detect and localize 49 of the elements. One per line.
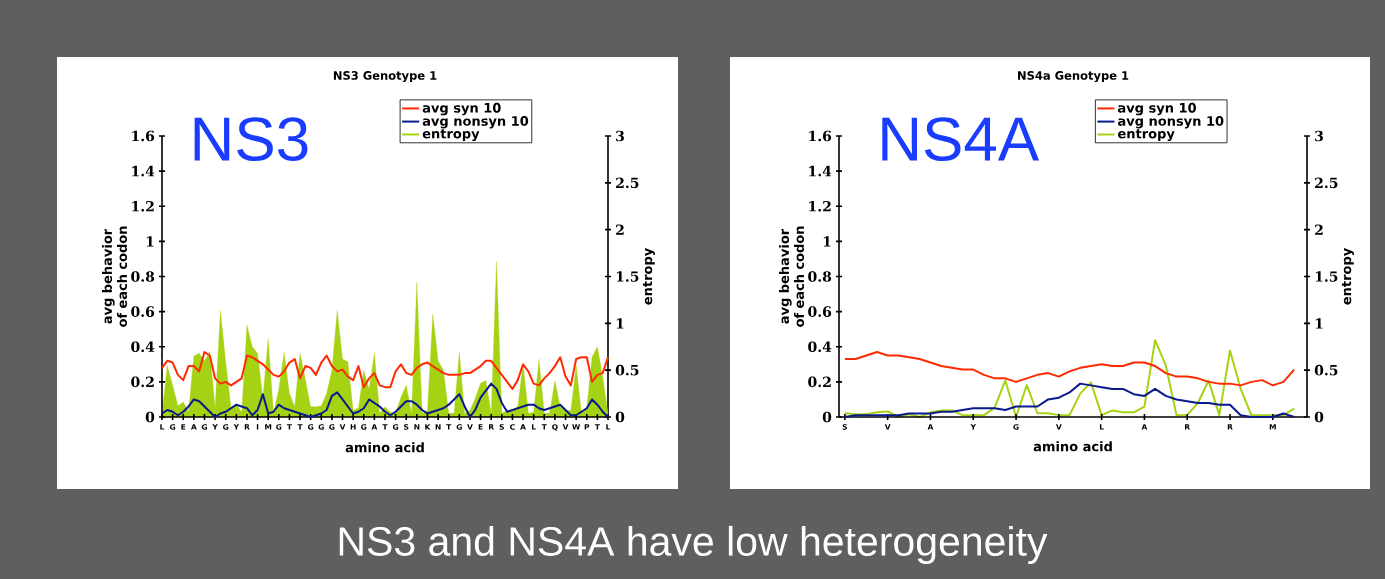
y-axis-title: avg behavior of each codon — [101, 226, 128, 327]
y-tick-label: 1.6 — [132, 130, 155, 142]
y-tick-label: 1.2 — [809, 200, 831, 212]
y-tick-label: 1 — [146, 236, 154, 247]
y2-tick-label: 2 — [1315, 224, 1323, 235]
y2-tick-label: 0 — [615, 411, 625, 423]
legend-label: avg nonsyn 10 — [422, 116, 529, 129]
y2-tick-label: 3 — [616, 130, 624, 142]
y2-tick-label: 3 — [1315, 130, 1323, 142]
chart-title: NS4a Genotype 1 — [1018, 71, 1129, 83]
annotation: NS3 — [194, 117, 308, 162]
annotation: NS4A — [882, 117, 1040, 162]
y-tick-label: 0.6 — [131, 306, 155, 317]
legend-label: entropy — [422, 129, 480, 142]
y2-tick-label: 2 — [616, 224, 624, 235]
legend-label: entropy — [1118, 129, 1175, 142]
y2-tick-label: 0.5 — [615, 364, 639, 376]
y2-tick-label: 1 — [616, 318, 624, 329]
y-tick-label: 0.8 — [808, 271, 832, 282]
y-tick-label: 1.4 — [809, 165, 832, 177]
chart-title: NS3 Genotype 1 — [333, 71, 437, 83]
text: NS3 and NS4A have low heterogeneity — [339, 525, 1048, 565]
y2-tick-label: 0 — [1314, 411, 1324, 423]
y-tick-label: 1 — [823, 236, 831, 247]
legend-label: avg nonsyn 10 — [1118, 116, 1224, 129]
y-tick-label: 0.2 — [131, 376, 154, 388]
y2-axis-title: entropy — [642, 248, 655, 305]
y2-tick-label: 1.5 — [1315, 271, 1338, 282]
y-tick-label: 1.4 — [132, 165, 155, 177]
y2-tick-label: 2.5 — [1315, 177, 1338, 189]
legend-label: avg syn 10 — [422, 102, 501, 116]
legend-label: avg syn 10 — [1118, 102, 1196, 116]
y-axis-title: avg behavior of each codon — [778, 226, 805, 327]
y-tick-label: 0.6 — [808, 306, 832, 317]
y2-tick-label: 1.5 — [616, 271, 639, 282]
y-tick-label: 0 — [822, 411, 832, 423]
y-tick-label: 0.4 — [131, 341, 155, 353]
x-axis-title: amino acid — [345, 442, 424, 453]
y2-tick-label: 2.5 — [616, 177, 639, 189]
y-tick-label: 0.2 — [808, 376, 831, 388]
x-axis-title: amino acid — [1033, 441, 1112, 452]
y-tick-label: 0 — [145, 411, 155, 423]
y-tick-label: 0.4 — [808, 341, 832, 353]
y2-tick-label: 1 — [1315, 318, 1323, 329]
y-tick-label: 1.2 — [132, 200, 154, 212]
y-tick-label: 0.8 — [131, 271, 155, 282]
y2-axis-title: entropy — [1341, 248, 1354, 305]
y-tick-label: 1.6 — [809, 130, 832, 142]
y2-tick-label: 0.5 — [1314, 364, 1338, 376]
